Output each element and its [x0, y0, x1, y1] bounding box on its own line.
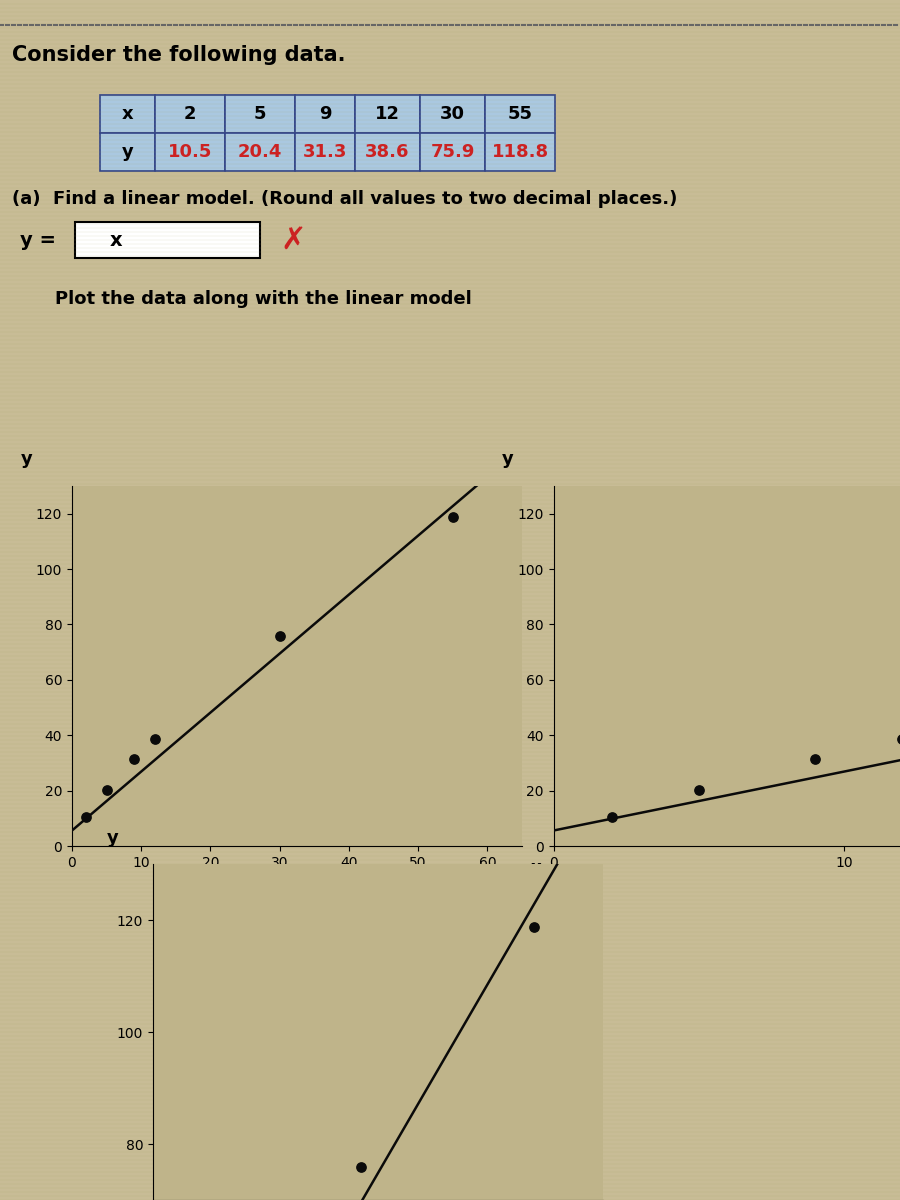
- Bar: [75, 222, 260, 258]
- Text: x: x: [531, 859, 542, 876]
- Text: (a)  Find a linear model. (Round all values to two decimal places.): (a) Find a linear model. (Round all valu…: [12, 190, 678, 208]
- Bar: [100, 95, 155, 133]
- Point: [605, 808, 619, 827]
- Bar: [295, 95, 355, 133]
- Point: [354, 1157, 368, 1176]
- Text: 30: 30: [440, 104, 465, 122]
- Bar: [355, 95, 420, 133]
- Bar: [485, 133, 555, 170]
- Point: [446, 508, 460, 527]
- Bar: [485, 95, 555, 133]
- Point: [127, 750, 141, 769]
- Text: x: x: [110, 230, 122, 250]
- Text: 55: 55: [508, 104, 533, 122]
- Text: y: y: [106, 829, 119, 847]
- Point: [78, 808, 93, 827]
- Text: ✗: ✗: [280, 226, 305, 254]
- Bar: [155, 133, 225, 170]
- Bar: [420, 95, 485, 133]
- Point: [526, 917, 541, 936]
- Text: 12: 12: [375, 104, 400, 122]
- Text: 2: 2: [184, 104, 196, 122]
- Point: [896, 730, 900, 749]
- Point: [148, 730, 162, 749]
- Text: y: y: [21, 450, 33, 468]
- Text: 118.8: 118.8: [491, 143, 549, 161]
- Bar: [225, 95, 295, 133]
- Bar: [225, 133, 295, 170]
- Text: 10.5: 10.5: [167, 143, 212, 161]
- Point: [99, 780, 113, 799]
- Point: [692, 780, 706, 799]
- Bar: [420, 133, 485, 170]
- Text: y: y: [502, 450, 514, 468]
- Text: Consider the following data.: Consider the following data.: [12, 44, 346, 65]
- Text: 75.9: 75.9: [430, 143, 474, 161]
- Text: 9: 9: [319, 104, 331, 122]
- Point: [273, 626, 287, 646]
- Text: 20.4: 20.4: [238, 143, 283, 161]
- Text: 5: 5: [254, 104, 266, 122]
- Text: y: y: [122, 143, 133, 161]
- Text: Plot the data along with the linear model: Plot the data along with the linear mode…: [55, 290, 472, 308]
- Bar: [100, 133, 155, 170]
- Text: y =: y =: [20, 230, 56, 250]
- Bar: [355, 133, 420, 170]
- Bar: [155, 95, 225, 133]
- Text: 38.6: 38.6: [365, 143, 410, 161]
- Text: x: x: [122, 104, 133, 122]
- Bar: [295, 133, 355, 170]
- Point: [808, 750, 823, 769]
- Text: 31.3: 31.3: [302, 143, 347, 161]
